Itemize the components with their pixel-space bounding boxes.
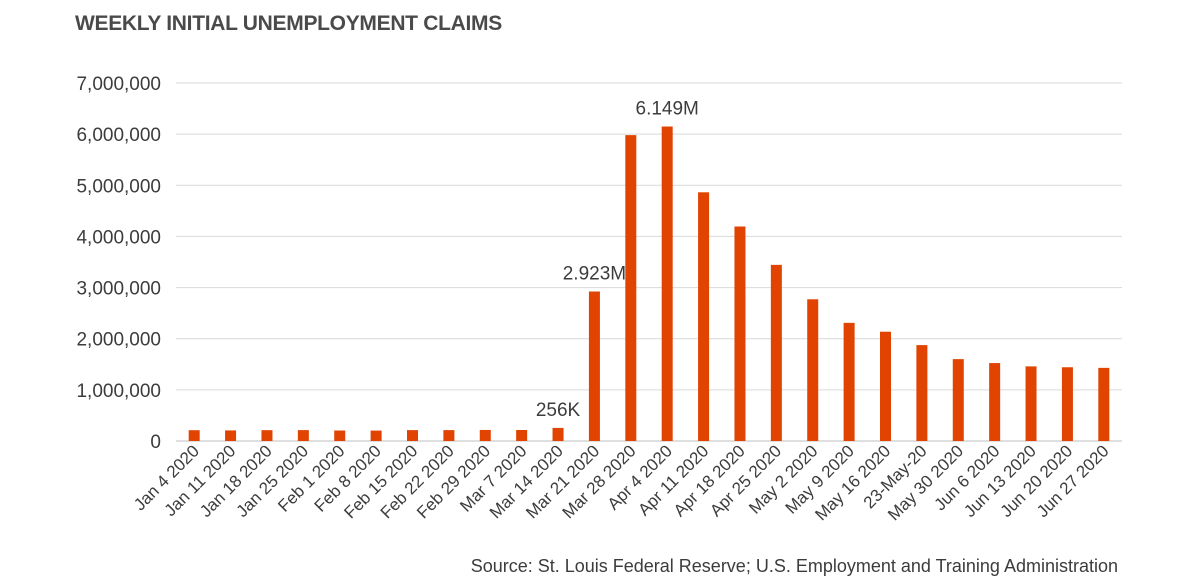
bar [479,429,491,441]
bar [880,331,891,441]
bar [698,192,710,441]
y-tick-label: 4,000,000 [76,227,161,248]
y-tick-label: 7,000,000 [76,74,161,95]
bar [952,359,964,441]
y-tick-label: 1,000,000 [76,381,161,402]
data-label: 2.923M [563,264,626,285]
bar [661,126,673,441]
bar [734,226,746,441]
bar [588,291,600,441]
y-tick-label: 0 [150,432,161,453]
bar [297,430,309,441]
y-tick-label: 3,000,000 [76,279,161,300]
source-note: Source: St. Louis Federal Reserve; U.S. … [470,556,1118,576]
bar [443,430,455,441]
bar [770,264,782,441]
bar [261,430,273,441]
bar [1061,367,1073,441]
bar [625,135,637,442]
bar [1025,366,1037,441]
bar [552,427,564,441]
bar [225,430,237,441]
bar [807,299,819,441]
bar [989,363,1001,441]
y-axis-ticks: 0 1,000,000 2,000,000 3,000,000 4,000,000 5,0… [76,74,161,453]
data-label: 256K [536,400,581,421]
bar [916,345,928,441]
bar [1098,367,1110,441]
data-labels: 256K 2.923M 6.149M [536,99,699,421]
bar [188,430,200,441]
data-label: 6.149M [636,99,699,120]
gridlines [176,82,1122,442]
y-tick-label: 6,000,000 [76,125,161,146]
bar [334,430,346,441]
chart-title: WEEKLY INITIAL UNEMPLOYMENT CLAIMS [75,12,502,35]
bar [516,430,528,441]
y-tick-label: 5,000,000 [76,176,161,197]
bars [188,126,1110,442]
bar [843,322,855,441]
bar [370,430,382,441]
bar [407,430,418,441]
y-tick-label: 2,000,000 [76,330,161,351]
